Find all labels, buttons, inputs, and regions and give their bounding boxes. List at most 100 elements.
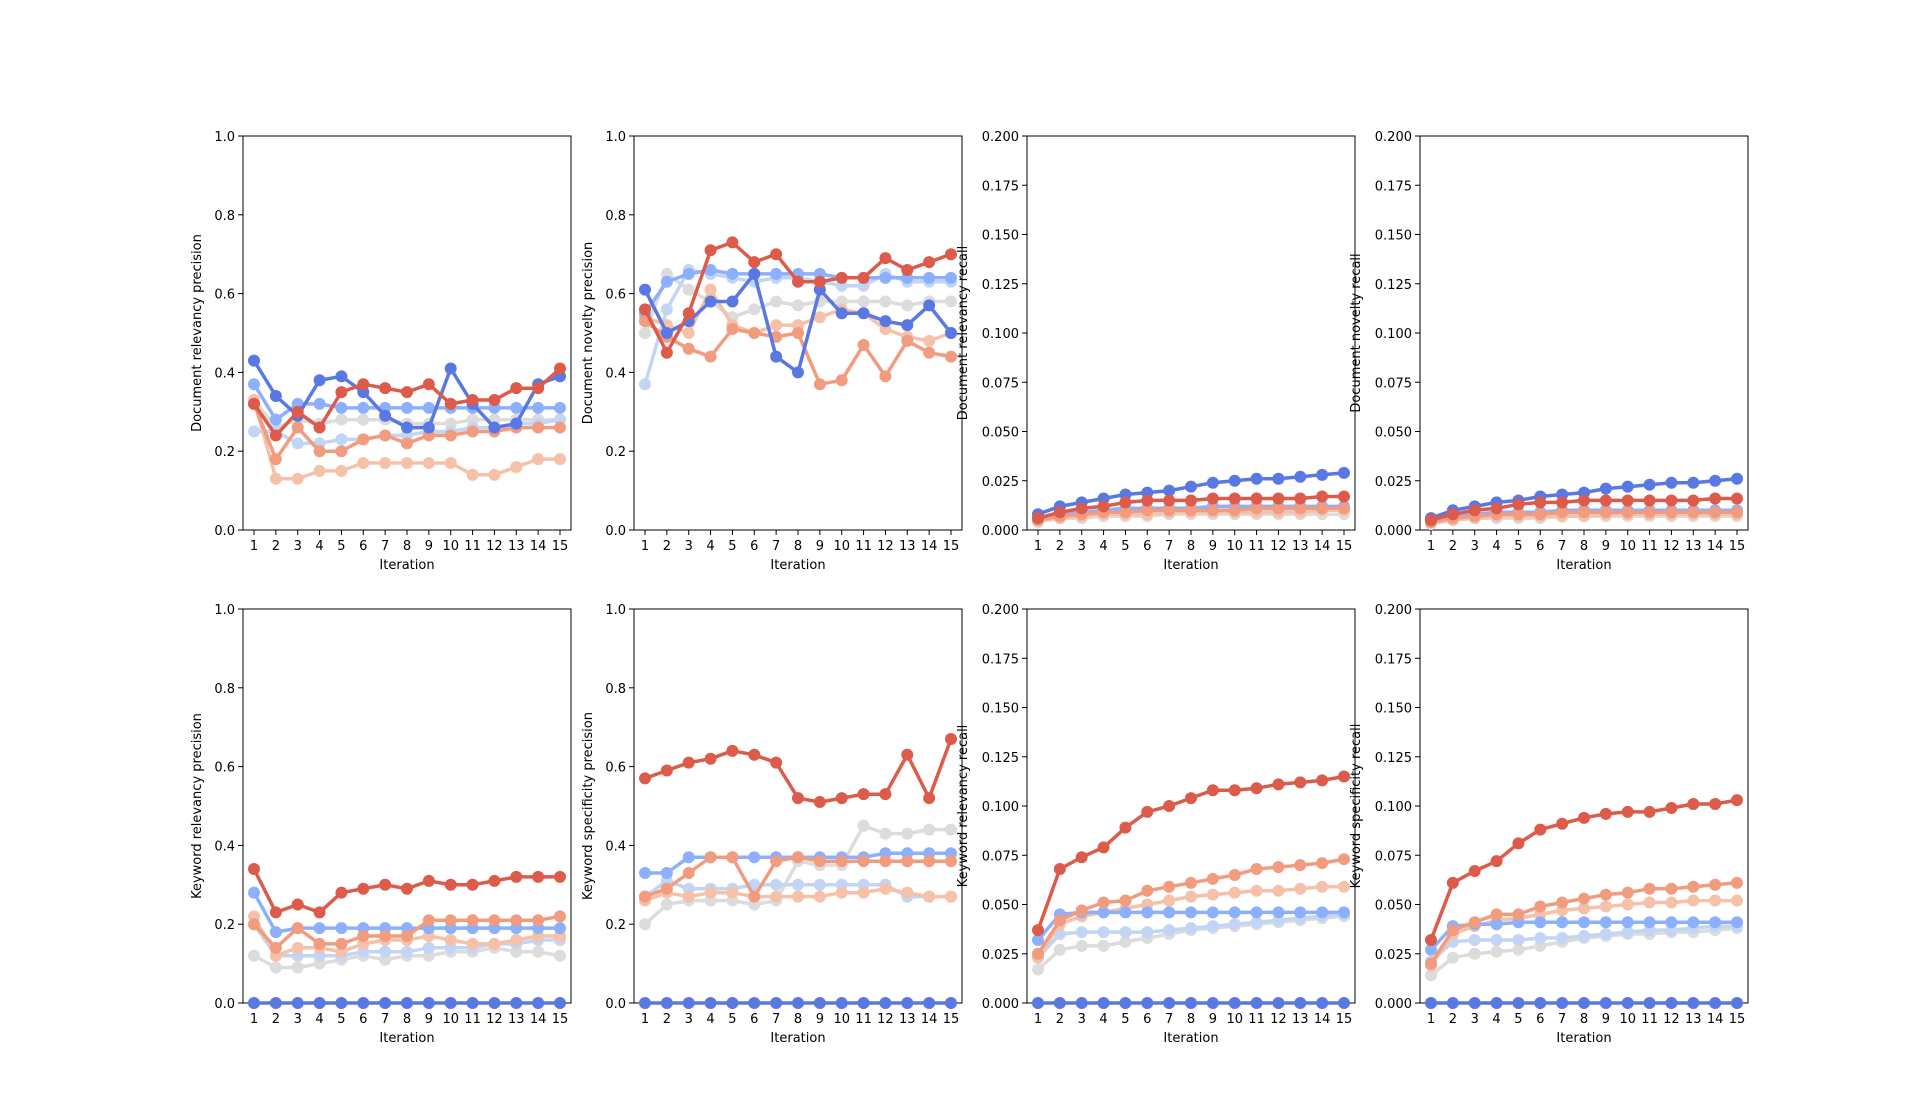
series-point-2 [248, 378, 260, 391]
series-point-6 [813, 855, 826, 868]
series-point-7 [1097, 841, 1110, 854]
x-tick-label: 10 [1619, 539, 1636, 554]
x-tick-label: 9 [1602, 1012, 1610, 1027]
series-point-6 [660, 882, 673, 895]
series-point-2 [682, 851, 695, 864]
series-point-3 [792, 878, 804, 891]
series-point-4 [248, 949, 260, 962]
y-tick-label: 0.175 [1375, 652, 1412, 667]
series-point-7 [770, 756, 783, 769]
x-tick-label: 15 [1729, 539, 1746, 554]
series-point-6 [945, 350, 957, 363]
series-point-3 [422, 941, 435, 954]
series-point-5 [510, 460, 523, 473]
series-point-7 [682, 756, 695, 769]
series-point-1 [554, 997, 566, 1009]
y-axis-label: Document relevancy precision [190, 234, 205, 432]
y-tick-label: 0.050 [982, 426, 1019, 441]
series-point-7 [1446, 876, 1459, 889]
series-point-1 [1709, 474, 1722, 487]
x-tick-label: 5 [1514, 1012, 1522, 1027]
x-axis-label: Iteration [1163, 558, 1218, 573]
y-tick-label: 0.175 [982, 652, 1019, 667]
series-point-6 [682, 342, 695, 355]
series-point-1 [857, 997, 870, 1009]
series-point-1 [1228, 474, 1241, 487]
series-point-7 [335, 886, 348, 899]
series-point-1 [901, 997, 914, 1009]
series-point-1 [269, 997, 282, 1009]
series-point-7 [444, 878, 457, 891]
series-point-6 [313, 445, 326, 458]
series-point-7 [1119, 496, 1132, 509]
series-point-5 [291, 472, 304, 485]
series-point-3 [1228, 918, 1241, 931]
series-point-1 [792, 997, 804, 1009]
series-point-2 [554, 922, 566, 935]
x-tick-label: 14 [530, 1012, 547, 1027]
x-tick-label: 9 [1209, 1012, 1217, 1027]
series-point-5 [1206, 888, 1219, 901]
series-point-2 [1338, 906, 1350, 919]
x-tick-label: 11 [1641, 1012, 1658, 1027]
series-point-3 [1599, 928, 1612, 941]
series-point-1 [1228, 997, 1241, 1009]
x-tick-label: 3 [294, 539, 302, 554]
series-point-5 [857, 886, 870, 899]
x-tick-label: 12 [1270, 1012, 1287, 1027]
series-point-2 [357, 401, 370, 414]
y-tick-label: 0.025 [982, 475, 1019, 490]
series-point-2 [1578, 916, 1590, 929]
series-point-7 [488, 874, 501, 887]
series-point-2 [1185, 906, 1197, 919]
series-point-1 [945, 327, 957, 339]
series-point-5 [422, 457, 435, 470]
y-axis-label: Keyword relevancy recall [956, 725, 971, 888]
x-tick-label: 3 [1078, 539, 1086, 554]
series-point-7 [879, 252, 892, 265]
y-tick-label: 0.125 [982, 751, 1019, 766]
series-point-4 [1119, 935, 1132, 948]
x-tick-label: 15 [943, 1012, 960, 1027]
series-point-1 [1206, 997, 1219, 1009]
series-point-4 [1075, 939, 1088, 952]
series-point-4 [1053, 943, 1066, 956]
series-point-1 [269, 390, 282, 403]
series-point-1 [726, 997, 739, 1009]
x-tick-label: 2 [1056, 539, 1064, 554]
series-point-4 [1032, 963, 1044, 976]
series-point-5 [704, 283, 717, 296]
series-point-2 [682, 267, 695, 280]
series-point-6 [1119, 894, 1132, 907]
series-point-1 [792, 366, 804, 379]
y-tick-label: 0.8 [214, 209, 235, 224]
series-point-2 [532, 401, 545, 414]
series-point-1 [639, 997, 651, 1009]
x-tick-label: 8 [403, 1012, 411, 1027]
y-tick-label: 0.050 [1375, 899, 1412, 914]
series-point-3 [379, 945, 392, 958]
y-tick-label: 0.075 [982, 849, 1019, 864]
series-point-6 [554, 421, 566, 434]
series-point-1 [1206, 476, 1219, 489]
series-point-1 [1163, 997, 1176, 1009]
series-point-6 [1665, 882, 1678, 895]
series-point-3 [1534, 931, 1547, 944]
series-point-7 [901, 263, 914, 276]
series-point-1 [1272, 472, 1285, 485]
series-point-1 [879, 997, 892, 1009]
x-tick-label: 14 [1707, 1012, 1724, 1027]
x-tick-label: 9 [425, 1012, 433, 1027]
series-point-7 [1643, 805, 1656, 818]
series-point-2 [422, 401, 435, 414]
series-point-5 [682, 327, 695, 339]
series-point-3 [401, 945, 413, 958]
series-point-6 [1731, 876, 1743, 889]
series-point-2 [1316, 906, 1329, 919]
series-point-3 [660, 303, 673, 316]
series-point-1 [1338, 466, 1350, 479]
series-point-6 [466, 425, 479, 438]
series-point-7 [1512, 837, 1525, 850]
series-point-6 [379, 930, 392, 943]
series-point-6 [1534, 900, 1547, 913]
